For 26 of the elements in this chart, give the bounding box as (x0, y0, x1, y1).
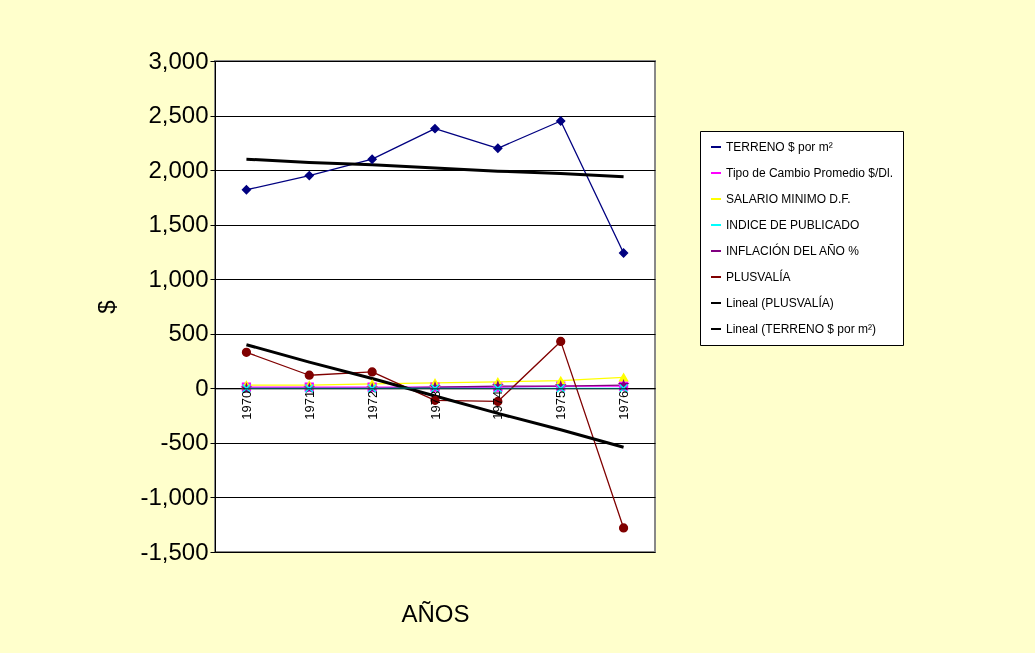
x-axis-title: AÑOS (401, 600, 470, 628)
y-axis-title: $ (93, 300, 121, 314)
legend-label: PLUSVALÍA (726, 269, 791, 284)
x-tick-label: 1976 (616, 390, 632, 420)
legend-label: SALARIO MINIMO D.F. (726, 192, 851, 206)
y-tick-label: 0 (195, 373, 209, 401)
legend-label: Tipo de Cambio Promedio $/Dl. (726, 166, 893, 180)
y-tick-label: 1,500 (148, 210, 209, 238)
x-tick-label: 1972 (364, 390, 380, 420)
legend-label: TERRENO $ por m² (726, 140, 833, 154)
legend-label: INDICE DE PUBLICADO (726, 218, 860, 232)
legend-label: INFLACIÓN DEL AÑO % (726, 243, 860, 258)
y-tick-label: 2,000 (148, 155, 209, 183)
y-tick-label: -500 (160, 428, 209, 456)
legend-label: Lineal (PLUSVALÍA) (726, 295, 834, 310)
x-tick-label: 1975 (553, 390, 569, 420)
x-tick-label: 1973 (427, 390, 443, 420)
legend-label: Lineal (TERRENO $ por m²) (726, 322, 877, 336)
y-tick-label: 2,500 (148, 101, 209, 129)
x-tick-label: 1971 (301, 390, 317, 420)
x-tick-label: 1970 (238, 390, 254, 420)
y-tick-label: -1,000 (140, 482, 209, 510)
y-tick-label: 3,000 (148, 46, 209, 74)
y-tick-label: 1,000 (148, 264, 209, 292)
y-tick-label: 500 (168, 319, 209, 347)
y-tick-label: -1,500 (140, 537, 209, 565)
